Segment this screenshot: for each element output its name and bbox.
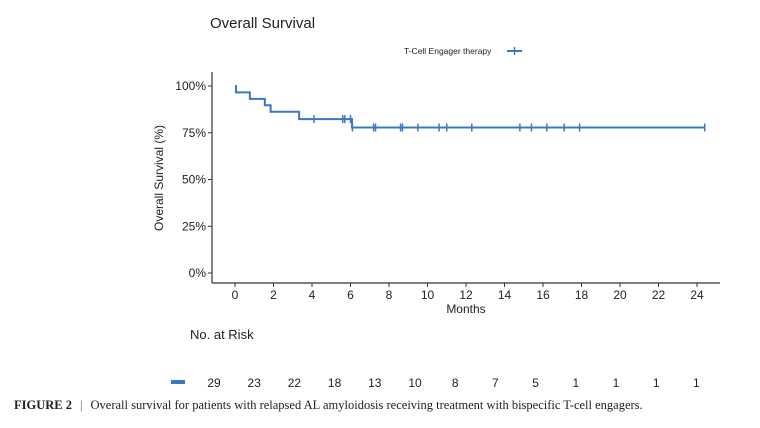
risk-count: 1 [693,376,700,390]
risk-count: 8 [452,376,459,390]
x-tick-label: 14 [498,288,512,302]
risk-count: 7 [492,376,499,390]
x-axis-label: Months [446,302,485,316]
x-tick-label: 4 [309,288,316,302]
x-tick-label: 8 [386,288,393,302]
x-tick-label: 10 [421,288,435,302]
y-tick-label: 0% [189,266,207,280]
x-tick-label: 6 [347,288,354,302]
x-tick-label: 20 [613,288,627,302]
x-tick-label: 24 [690,288,704,302]
y-tick-label: 50% [182,173,206,187]
x-tick-label: 0 [232,288,239,302]
figure-caption: FIGURE 2 | Overall survival for patients w… [14,398,643,413]
risk-count: 23 [248,376,262,390]
x-tick-label: 12 [459,288,473,302]
y-tick-label: 25% [182,219,206,233]
risk-count: 5 [532,376,539,390]
risk-count: 10 [408,376,422,390]
risk-count: 1 [572,376,579,390]
risk-count: 18 [328,376,342,390]
risk-count: 29 [207,376,221,390]
y-tick-label: 75% [182,126,206,140]
caption-text: Overall survival for patients with relap… [90,398,643,412]
y-axis-label: Overall Survival (%) [152,125,166,231]
legend: T-Cell Engager therapy [404,46,522,56]
survival-curve [234,85,705,129]
x-tick-label: 18 [575,288,589,302]
risk-count: 13 [368,376,382,390]
risk-count: 22 [288,376,302,390]
risk-count: 1 [653,376,660,390]
risk-table-title: No. at Risk [190,327,254,342]
caption-separator: | [80,398,83,412]
y-tick-label: 100% [175,79,206,93]
caption-label: FIGURE 2 [14,398,72,412]
x-tick-label: 22 [652,288,666,302]
x-tick-label: 2 [270,288,277,302]
chart-title: Overall Survival [210,15,315,32]
risk-series-marker [171,380,185,384]
risk-count: 1 [613,376,620,390]
x-tick-label: 16 [536,288,550,302]
km-chart: Overall Survival T-Cell Engager therapy … [152,15,720,390]
legend-label: T-Cell Engager therapy [404,46,492,56]
